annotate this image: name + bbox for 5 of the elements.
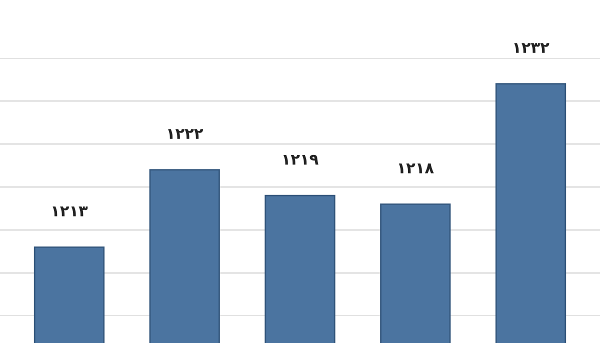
data-label: ۱۲۱۸ xyxy=(398,164,434,174)
data-label: ۱۲۱۳ xyxy=(52,206,88,216)
data-label: ۱۲۲۲ xyxy=(168,129,204,139)
data-label: ۱۲۳۲ xyxy=(514,43,550,53)
data-label: ۱۲۱۹ xyxy=(283,154,318,165)
